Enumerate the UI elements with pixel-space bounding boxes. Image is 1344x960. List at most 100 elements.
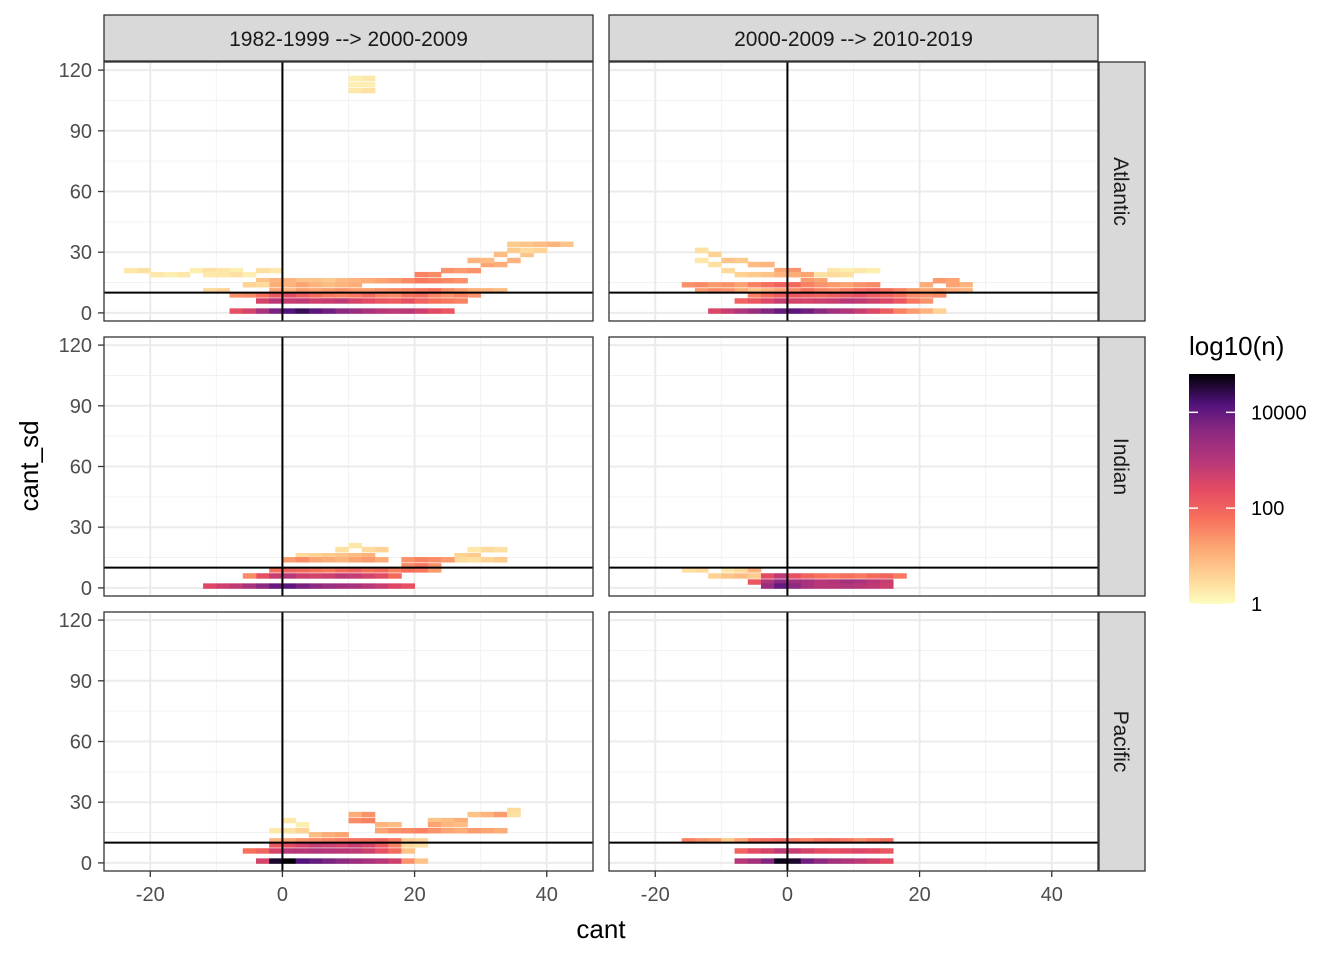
heatmap-bin (520, 251, 534, 258)
heatmap-bin (879, 838, 894, 844)
heatmap-bin (813, 292, 828, 298)
heatmap-bin (361, 278, 376, 284)
heatmap-bin (282, 288, 297, 294)
heatmap-bin (361, 298, 376, 304)
heatmap-bin (734, 298, 749, 304)
heatmap-bin (269, 842, 283, 848)
heatmap-bin (813, 271, 828, 278)
heatmap-bin (308, 553, 323, 559)
heatmap-bin (800, 292, 815, 298)
heatmap-bin (427, 278, 442, 284)
heatmap-bin (282, 282, 297, 288)
heatmap-bin (906, 292, 920, 298)
heatmap-bin (203, 271, 217, 278)
heatmap-bin (361, 567, 376, 573)
heatmap-bin (374, 292, 389, 298)
heatmap-bin (361, 811, 376, 818)
heatmap-bin (760, 848, 775, 854)
heatmap-bin (800, 271, 815, 278)
heatmap-bin (520, 241, 534, 248)
heatmap-bin (827, 288, 841, 294)
heatmap-bin (388, 567, 402, 573)
heatmap-bin (454, 292, 468, 298)
heatmap-bin (441, 308, 455, 314)
column-strip-label: 2000-2009 --> 2010-2019 (734, 28, 973, 51)
heatmap-bin (747, 288, 762, 294)
heatmap-bin (269, 828, 283, 834)
heatmap-bin (401, 308, 415, 314)
heatmap-bin (760, 282, 775, 288)
x-tick-label: 40 (1041, 884, 1063, 906)
heatmap-bin (282, 838, 297, 844)
heatmap-bin (295, 557, 310, 563)
row-strip: Pacific (1098, 611, 1146, 872)
heatmap-bin (827, 579, 841, 585)
heatmap-bin (322, 858, 336, 864)
heatmap-bin (348, 87, 363, 94)
heatmap-bin (879, 573, 894, 579)
heatmap-bin (919, 308, 934, 314)
heatmap-bin (827, 858, 841, 864)
heatmap-bin (840, 838, 854, 844)
heatmap-bin (348, 75, 363, 82)
y-tick-label: 30 (70, 517, 92, 539)
heatmap-bin (866, 292, 881, 298)
heatmap-bin (734, 282, 749, 288)
heatmap-bins (681, 567, 907, 589)
heatmap-bin (295, 842, 310, 848)
row-strip-background (1098, 61, 1146, 322)
heatmap-bin (269, 298, 283, 304)
heatmap-bin (308, 278, 323, 284)
heatmap-bin (760, 308, 775, 314)
panel-border (608, 61, 1099, 322)
heatmap-bin (853, 858, 868, 864)
heatmap-bin (427, 288, 442, 294)
heatmap-bin (269, 567, 283, 573)
heatmap-bin (308, 567, 323, 573)
heatmap-bin (694, 247, 709, 254)
heatmap-bin (893, 308, 907, 314)
heatmap-bin (427, 821, 442, 828)
heatmap-bin (374, 557, 389, 563)
heatmap-bin (348, 542, 363, 549)
heatmap-bin (787, 583, 802, 589)
heatmap-bin (295, 282, 310, 288)
heatmap-bin (137, 267, 151, 274)
heatmap-bin (919, 282, 934, 288)
heatmap-bin (734, 308, 749, 314)
heatmap-bin (242, 573, 257, 579)
y-tick-label: 60 (70, 732, 92, 754)
column-strip-background (608, 14, 1099, 62)
heatmap-bin (879, 858, 894, 864)
heatmap-bin (374, 573, 389, 579)
heatmap-bin (454, 553, 468, 559)
heatmap-bin (467, 292, 482, 298)
heatmap-bin (906, 308, 920, 314)
facet-panel-1-0 (608, 61, 1099, 322)
heatmap-bin (255, 848, 270, 854)
heatmap-bin (348, 858, 363, 864)
heatmap-bin (800, 583, 815, 589)
legend-colorbar (1189, 374, 1235, 604)
heatmap-bin (295, 838, 310, 844)
heatmap-bin (414, 858, 429, 864)
heatmap-bin (959, 288, 973, 294)
heatmap-bin (480, 288, 495, 294)
heatmap-bin (813, 278, 828, 284)
heatmap-bins (681, 838, 894, 864)
heatmap-bin (774, 583, 788, 589)
heatmap-bin (932, 288, 947, 294)
heatmap-bin (282, 842, 297, 848)
heatmap-bin (216, 271, 230, 278)
heatmap-bin (374, 288, 389, 294)
heatmap-bin (361, 546, 376, 553)
heatmap-bin (374, 821, 389, 828)
heatmap-bin (787, 298, 802, 304)
heatmap-bin (335, 282, 349, 288)
heatmap-bin (493, 546, 508, 553)
heatmap-bin (441, 821, 455, 828)
heatmap-bin (229, 583, 244, 589)
heatmap-bin (787, 308, 802, 314)
heatmap-bin (480, 828, 495, 834)
